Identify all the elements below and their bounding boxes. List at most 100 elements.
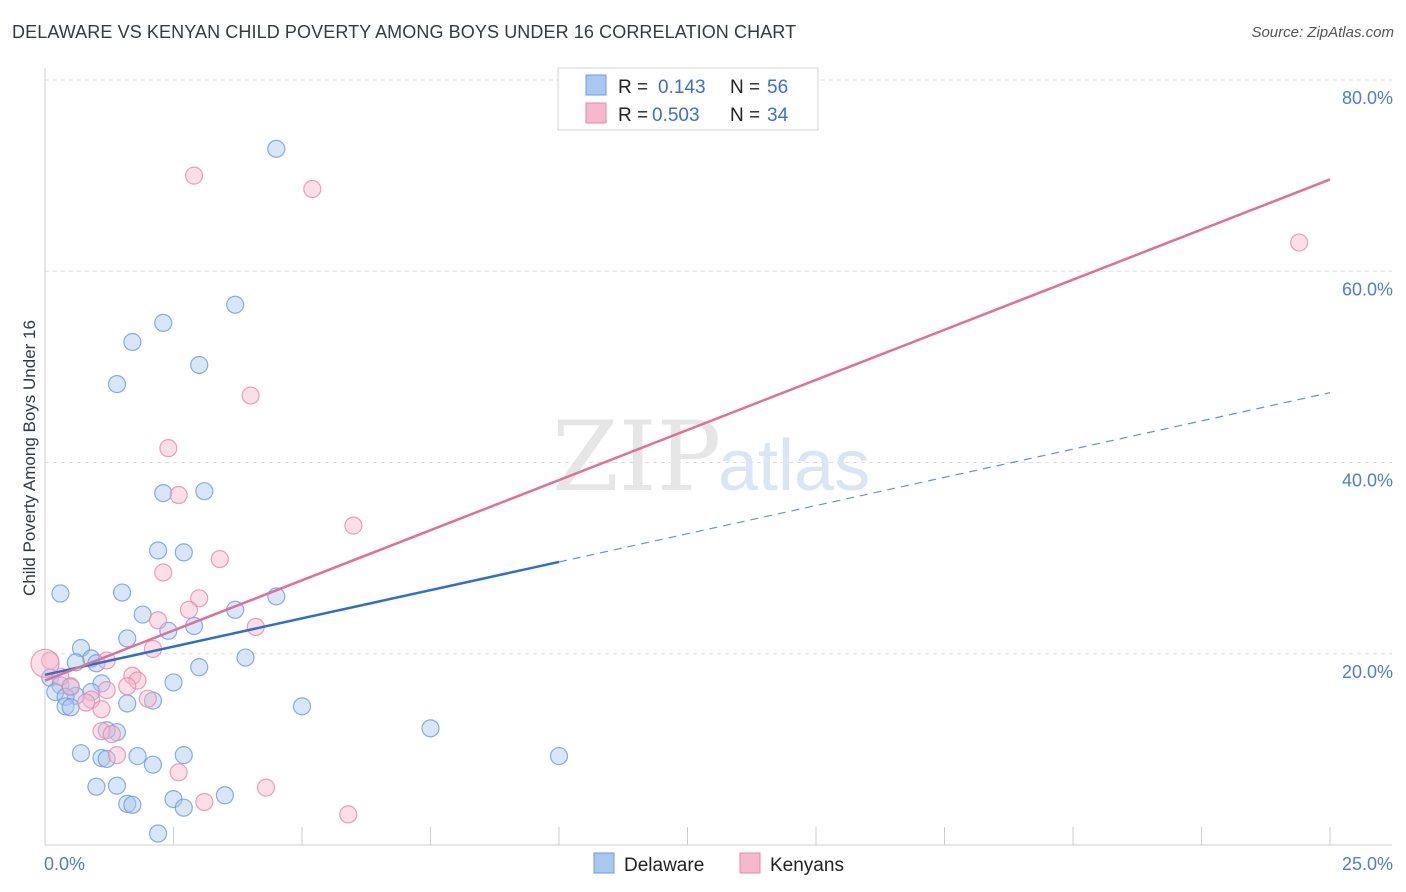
kenyans-point-32 xyxy=(339,805,358,824)
delaware-points xyxy=(41,139,569,843)
legend-n-value-kenyans: 34 xyxy=(767,105,789,126)
x-axis-ticks xyxy=(44,827,1331,845)
bottom-legend-label-kenyans: Kenyans xyxy=(770,855,844,876)
correlation-legend: R = 0.143 N = 56 R = 0.503 N = 34 xyxy=(557,67,819,131)
delaware-point-38 xyxy=(421,719,440,738)
kenyans-point-20 xyxy=(61,677,80,696)
delaware-point-49 xyxy=(107,776,127,795)
delaware-point-1 xyxy=(226,295,245,314)
delaware-point-44 xyxy=(97,749,116,769)
kenyans-point-3 xyxy=(241,386,260,405)
series-legend: Delaware Kenyans xyxy=(593,852,844,876)
delaware-point-54 xyxy=(174,798,193,817)
delaware-point-9 xyxy=(174,543,193,562)
delaware-point-46 xyxy=(549,746,569,766)
watermark: ZIP atlas xyxy=(552,401,870,513)
delaware-point-22 xyxy=(236,648,255,667)
x-tick-label-1: 25.0% xyxy=(1342,854,1393,874)
kenyans-point-33 xyxy=(30,648,60,678)
delaware-point-35 xyxy=(56,697,75,716)
delaware-point-32 xyxy=(56,687,75,706)
delaware-point-52 xyxy=(118,794,137,813)
kenyans-point-0 xyxy=(184,166,204,185)
delaware-point-36 xyxy=(61,698,80,717)
kenyans-point-26 xyxy=(92,722,111,741)
delaware-point-5 xyxy=(107,374,127,394)
kenyans-point-23 xyxy=(77,693,96,712)
kenyans-point-6 xyxy=(344,516,363,535)
kenyans-point-9 xyxy=(190,589,209,608)
delaware-point-47 xyxy=(143,755,163,774)
legend-swatch-delaware xyxy=(585,74,607,96)
legend-r-value-delaware: 0.143 xyxy=(658,77,706,98)
legend-n-value-delaware: 56 xyxy=(767,77,788,98)
watermark-zip: ZIP xyxy=(552,401,721,513)
bottom-legend-label-delaware: Delaware xyxy=(624,855,704,876)
delaware-point-7 xyxy=(195,482,214,501)
legend-swatch-kenyans xyxy=(585,102,607,124)
delaware-point-43 xyxy=(92,748,111,768)
x-axis-tick-labels: 0.0% 25.0% xyxy=(44,854,1393,874)
kenyans-point-31 xyxy=(195,792,214,812)
delaware-point-8 xyxy=(148,541,168,560)
source-label: Source: ZipAtlas.com xyxy=(1251,24,1394,41)
delaware-point-17 xyxy=(118,629,137,648)
delaware-point-3 xyxy=(123,332,142,352)
delaware-point-45 xyxy=(174,746,193,765)
delaware-point-53 xyxy=(123,795,142,814)
delaware-point-11 xyxy=(112,583,132,602)
chart-title: DELAWARE VS KENYAN CHILD POVERTY AMONG B… xyxy=(12,22,797,42)
legend-n-label-delaware: N = xyxy=(730,77,760,98)
delaware-trend-line xyxy=(44,560,560,677)
kenyans-point-29 xyxy=(169,763,188,782)
kenyans-point-10 xyxy=(179,600,199,619)
y-tick-label-3: 80.0% xyxy=(1342,88,1393,108)
gridlines xyxy=(44,68,1392,846)
watermark-atlas: atlas xyxy=(718,426,870,506)
delaware-point-41 xyxy=(71,744,91,763)
legend-n-label-kenyans: N = xyxy=(730,105,760,126)
delaware-point-13 xyxy=(133,605,152,624)
y-axis-label: Child Poverty Among Boys Under 16 xyxy=(20,320,39,596)
kenyans-point-1 xyxy=(303,179,322,199)
y-tick-label-0: 20.0% xyxy=(1342,662,1393,682)
kenyans-trend-line xyxy=(44,178,1331,682)
kenyans-point-30 xyxy=(256,778,276,797)
y-tick-label-1: 40.0% xyxy=(1342,471,1393,491)
delaware-point-6 xyxy=(154,484,173,503)
kenyans-point-21 xyxy=(97,680,116,700)
kenyans-point-19 xyxy=(118,677,137,696)
delaware-point-55 xyxy=(148,824,168,843)
delaware-point-37 xyxy=(292,697,312,716)
kenyans-point-7 xyxy=(210,549,229,569)
bottom-legend-swatch-kenyans xyxy=(739,852,761,874)
legend-r-value-kenyans: 0.503 xyxy=(652,105,700,126)
delaware-point-48 xyxy=(87,777,106,796)
kenyans-point-8 xyxy=(154,563,173,582)
bottom-legend-swatch-delaware xyxy=(593,852,615,874)
delaware-point-23 xyxy=(190,658,209,677)
x-tick-label-0: 0.0% xyxy=(44,854,85,874)
kenyans-point-24 xyxy=(138,689,157,708)
kenyans-point-28 xyxy=(107,746,127,765)
delaware-point-50 xyxy=(215,786,234,805)
y-axis-tick-labels: 20.0% 40.0% 60.0% 80.0% xyxy=(1342,88,1393,682)
kenyans-point-2 xyxy=(1290,233,1309,252)
kenyans-point-27 xyxy=(102,724,121,744)
kenyans-point-11 xyxy=(148,611,168,630)
legend-r-label-kenyans: R = xyxy=(618,105,648,126)
delaware-trend-extension xyxy=(558,392,1331,563)
delaware-point-0 xyxy=(267,139,286,158)
delaware-point-42 xyxy=(128,746,147,766)
kenyans-point-18 xyxy=(128,671,147,690)
delaware-point-2 xyxy=(154,313,173,332)
trend-lines xyxy=(44,178,1331,682)
kenyans-point-4 xyxy=(159,439,178,458)
delaware-point-10 xyxy=(51,584,70,603)
legend-r-label-delaware: R = xyxy=(618,77,648,98)
delaware-point-29 xyxy=(82,682,101,702)
kenyans-point-5 xyxy=(169,485,188,505)
delaware-point-4 xyxy=(190,355,209,375)
delaware-point-25 xyxy=(164,673,183,692)
